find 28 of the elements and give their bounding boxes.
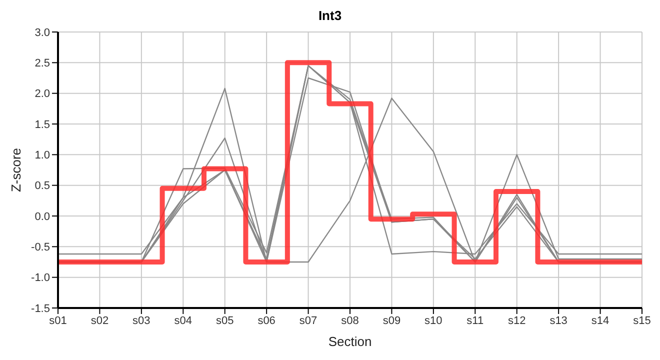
- x-tick-label: s10: [424, 314, 442, 327]
- x-tick-label: s12: [508, 314, 526, 327]
- x-tick-label: s08: [341, 314, 359, 327]
- y-tick-label: 2.5: [34, 58, 50, 70]
- y-tick-label: 1.0: [34, 150, 50, 162]
- x-tick-label: s09: [382, 314, 401, 327]
- y-tick-label: -1.5: [31, 302, 50, 315]
- x-tick-label: s06: [258, 314, 276, 327]
- y-tick-label: 1.5: [34, 118, 50, 131]
- x-tick-label: s15: [633, 314, 651, 327]
- y-tick-label: 2.0: [34, 88, 50, 100]
- y-tick-label: 0.5: [34, 180, 50, 192]
- x-tick-label: s04: [174, 314, 192, 327]
- x-tick-label: s02: [90, 314, 109, 327]
- x-axis-title: Section: [328, 334, 372, 349]
- y-tick-label: -1.0: [31, 272, 50, 284]
- x-tick-label: s01: [49, 314, 67, 327]
- x-tick-label: s07: [299, 314, 318, 327]
- y-tick-label: -0.5: [31, 242, 50, 254]
- y-axis-title: Z-score: [8, 148, 24, 192]
- y-tick-label: 0.0: [34, 210, 50, 223]
- x-tick-label: s11: [466, 314, 484, 327]
- x-tick-label: s13: [550, 314, 568, 327]
- chart-title: Int3: [317, 8, 343, 25]
- y-tick-label: 3.0: [34, 26, 50, 39]
- x-tick-label: s05: [216, 314, 234, 327]
- x-tick-label: s03: [132, 314, 150, 327]
- x-tick-label: s14: [591, 314, 610, 327]
